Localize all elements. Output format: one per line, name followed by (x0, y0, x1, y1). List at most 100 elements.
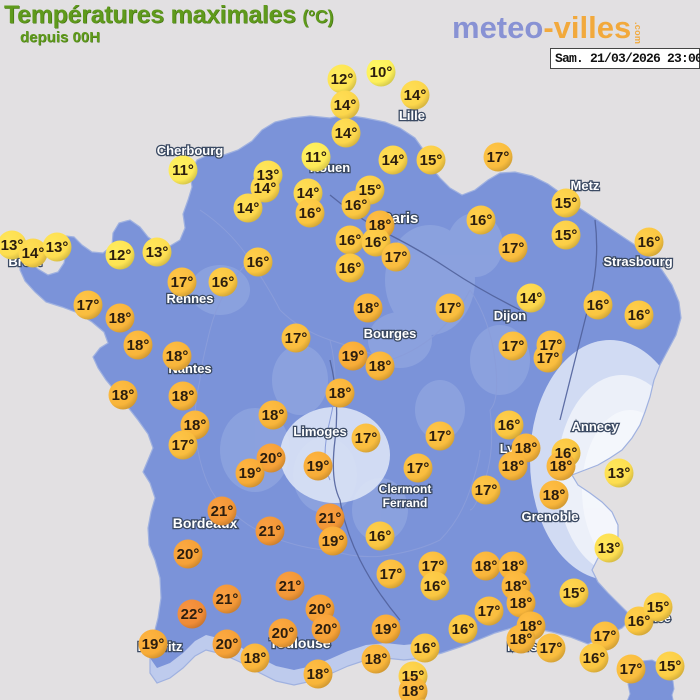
svg-text:17°: 17° (540, 640, 563, 657)
svg-text:17°: 17° (594, 628, 617, 645)
svg-text:17°: 17° (475, 482, 498, 499)
svg-text:Metz: Metz (571, 178, 600, 193)
svg-text:15°: 15° (659, 658, 682, 675)
svg-text:16°: 16° (452, 621, 475, 638)
svg-text:20°: 20° (309, 601, 332, 618)
svg-text:16°: 16° (628, 307, 651, 324)
svg-text:21°: 21° (319, 510, 342, 527)
svg-text:18°: 18° (357, 300, 380, 317)
svg-text:17°: 17° (478, 603, 501, 620)
svg-text:18°: 18° (369, 358, 392, 375)
svg-text:Grenoble: Grenoble (521, 509, 578, 524)
svg-text:21°: 21° (211, 503, 234, 520)
svg-text:16°: 16° (345, 197, 368, 214)
svg-text:Bourges: Bourges (364, 326, 417, 341)
svg-text:14°: 14° (297, 185, 320, 202)
svg-text:13°: 13° (608, 465, 631, 482)
svg-text:20°: 20° (177, 546, 200, 563)
svg-text:Cherbourg: Cherbourg (157, 143, 224, 158)
svg-text:14°: 14° (382, 152, 405, 169)
svg-text:Limoges: Limoges (293, 424, 346, 439)
svg-text:14°: 14° (254, 180, 277, 197)
svg-text:18°: 18° (505, 578, 528, 595)
svg-text:18°: 18° (510, 595, 533, 612)
svg-text:17°: 17° (620, 661, 643, 678)
svg-text:22°: 22° (181, 606, 204, 623)
svg-text:12°: 12° (331, 71, 354, 88)
svg-text:13°: 13° (46, 239, 69, 256)
svg-text:17°: 17° (77, 297, 100, 314)
svg-text:16°: 16° (299, 205, 322, 222)
svg-text:17°: 17° (380, 566, 403, 583)
svg-text:20°: 20° (260, 450, 283, 467)
svg-text:21°: 21° (279, 578, 302, 595)
svg-text:16°: 16° (638, 234, 661, 251)
svg-text:19°: 19° (342, 348, 365, 365)
svg-text:17°: 17° (502, 338, 525, 355)
svg-text:13°: 13° (146, 244, 169, 261)
svg-text:19°: 19° (142, 636, 165, 653)
svg-text:18°: 18° (502, 558, 525, 575)
svg-text:10°: 10° (370, 64, 393, 81)
svg-text:16°: 16° (339, 232, 362, 249)
svg-text:16°: 16° (583, 650, 606, 667)
svg-text:17°: 17° (385, 249, 408, 266)
svg-text:19°: 19° (322, 533, 345, 550)
svg-text:19°: 19° (375, 621, 398, 638)
svg-text:18°: 18° (329, 385, 352, 402)
svg-text:17°: 17° (422, 558, 445, 575)
svg-text:18°: 18° (112, 387, 135, 404)
svg-text:16°: 16° (498, 417, 521, 434)
svg-text:14°: 14° (22, 245, 45, 262)
svg-text:Clermont: Clermont (379, 482, 432, 496)
svg-text:18°: 18° (307, 666, 330, 683)
svg-text:15°: 15° (555, 227, 578, 244)
svg-text:18°: 18° (244, 650, 267, 667)
svg-text:17°: 17° (537, 350, 560, 367)
svg-text:15°: 15° (563, 585, 586, 602)
svg-text:18°: 18° (515, 440, 538, 457)
svg-text:11°: 11° (172, 162, 194, 179)
svg-text:14°: 14° (404, 87, 427, 104)
svg-text:17°: 17° (172, 437, 195, 454)
svg-text:18°: 18° (543, 487, 566, 504)
svg-text:Strasbourg: Strasbourg (603, 254, 672, 269)
svg-text:20°: 20° (315, 621, 338, 638)
svg-text:Ferrand: Ferrand (383, 496, 428, 510)
svg-text:Lille: Lille (399, 108, 425, 123)
svg-text:18°: 18° (550, 458, 573, 475)
svg-text:11°: 11° (305, 149, 327, 166)
svg-text:16°: 16° (587, 297, 610, 314)
svg-text:15°: 15° (420, 152, 443, 169)
svg-text:15°: 15° (555, 195, 578, 212)
svg-text:13°: 13° (598, 540, 621, 557)
svg-text:16°: 16° (424, 578, 447, 595)
svg-text:17°: 17° (502, 240, 525, 257)
svg-text:18°: 18° (402, 683, 425, 700)
svg-text:14°: 14° (237, 200, 260, 217)
svg-text:12°: 12° (109, 247, 132, 264)
svg-text:17°: 17° (439, 300, 462, 317)
svg-text:18°: 18° (502, 458, 525, 475)
svg-text:20°: 20° (216, 636, 239, 653)
svg-text:14°: 14° (335, 125, 358, 142)
svg-text:16°: 16° (369, 528, 392, 545)
svg-text:13°: 13° (1, 237, 24, 254)
svg-text:15°: 15° (647, 599, 670, 616)
svg-text:16°: 16° (414, 640, 437, 657)
svg-text:Dijon: Dijon (494, 308, 527, 323)
svg-text:18°: 18° (369, 217, 392, 234)
svg-text:14°: 14° (334, 97, 357, 114)
svg-text:16°: 16° (470, 212, 493, 229)
svg-text:21°: 21° (259, 523, 282, 540)
svg-text:18°: 18° (262, 407, 285, 424)
svg-text:19°: 19° (239, 465, 262, 482)
svg-text:17°: 17° (407, 460, 430, 477)
svg-text:14°: 14° (520, 290, 543, 307)
svg-text:18°: 18° (510, 631, 533, 648)
svg-text:18°: 18° (172, 388, 195, 405)
svg-text:21°: 21° (216, 591, 239, 608)
svg-text:18°: 18° (184, 417, 207, 434)
svg-text:20°: 20° (272, 625, 295, 642)
svg-text:19°: 19° (307, 458, 330, 475)
